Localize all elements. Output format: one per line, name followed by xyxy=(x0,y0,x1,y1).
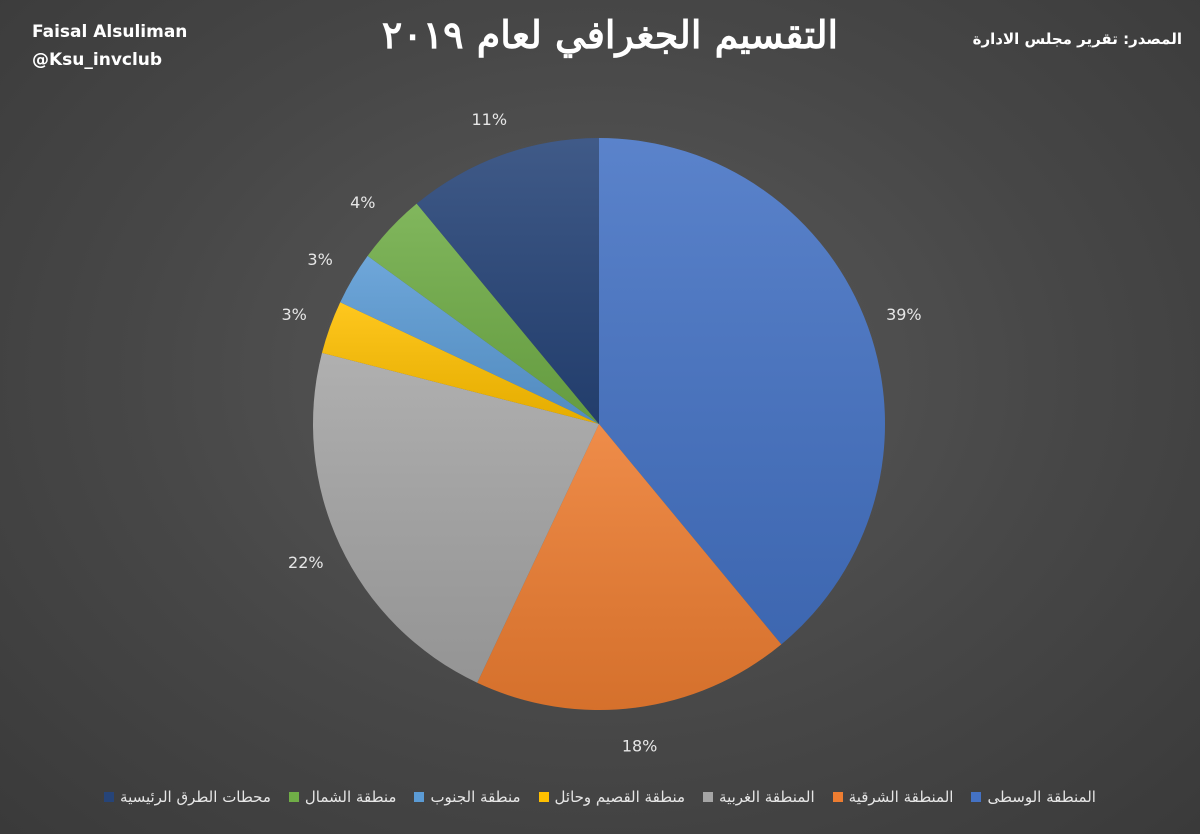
chart-title: التقسيم الجغرافي لعام ٢٠١٩ xyxy=(381,12,839,57)
pie-slice-shade-1 xyxy=(477,424,782,710)
author-name: Faisal Alsuliman xyxy=(32,22,188,42)
legend-swatch xyxy=(832,792,843,802)
legend-label: المنطقة الغربية xyxy=(719,788,815,806)
legend-label: محطات الطرق الرئيسية xyxy=(120,788,271,806)
data-label-0: 39% xyxy=(886,305,922,324)
data-label-1: 18% xyxy=(622,736,658,755)
data-label-6: 11% xyxy=(471,110,507,129)
pie-slice-shade-6 xyxy=(416,138,599,424)
legend-item-0: المنطقة الوسطى xyxy=(971,788,1096,806)
chart-legend: المنطقة الوسطى المنطقة الشرقية المنطقة الغ… xyxy=(40,788,1160,806)
legend-item-5: منطقة الشمال xyxy=(288,788,397,806)
data-label-3: 3% xyxy=(281,305,306,324)
legend-swatch xyxy=(104,792,115,802)
source-note: المصدر: تقرير مجلس الادارة xyxy=(972,30,1182,48)
author-handle: @Ksu_invclub xyxy=(32,50,163,70)
data-label-5: 4% xyxy=(350,193,375,212)
legend-item-4: منطقة الجنوب xyxy=(414,788,521,806)
legend-label: المنطقة الوسطى xyxy=(987,788,1096,806)
author-block: Faisal Alsuliman @Ksu_invclub xyxy=(32,18,187,74)
pie-slice-shade-0 xyxy=(599,138,885,645)
legend-swatch xyxy=(703,792,714,802)
data-label-2: 22% xyxy=(288,553,324,572)
legend-item-6: محطات الطرق الرئيسية xyxy=(104,788,271,806)
data-label-4: 3% xyxy=(307,250,332,269)
pie-slice-shade-3 xyxy=(321,302,599,424)
pie-slice-shade-4 xyxy=(340,255,599,424)
legend-swatch xyxy=(538,792,549,802)
legend-item-3: منطقة القصيم وحائل xyxy=(538,788,686,806)
legend-item-1: المنطقة الشرقية xyxy=(832,788,954,806)
legend-swatch xyxy=(414,792,425,802)
legend-swatch xyxy=(971,792,982,802)
legend-item-2: المنطقة الغربية xyxy=(703,788,815,806)
legend-label: منطقة الشمال xyxy=(304,788,397,806)
pie-slice-shade-5 xyxy=(367,203,599,424)
legend-label: منطقة القصيم وحائل xyxy=(554,788,686,806)
legend-label: المنطقة الشرقية xyxy=(848,788,954,806)
legend-label: منطقة الجنوب xyxy=(430,788,521,806)
pie-slice-shade-2 xyxy=(313,352,599,683)
legend-swatch xyxy=(288,792,299,802)
